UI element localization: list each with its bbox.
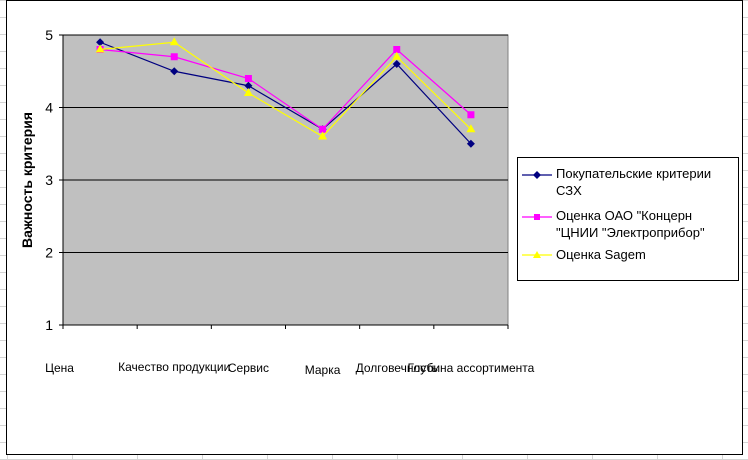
series-line xyxy=(100,41,472,138)
legend-marker-diamond-icon xyxy=(522,171,552,179)
legend-label: Покупательские критерии СЗХ xyxy=(556,166,712,198)
data-point-square[interactable] xyxy=(244,75,252,82)
x-category-label: Сервис xyxy=(228,361,269,375)
data-point-diamond[interactable] xyxy=(466,139,475,148)
y-tick-label: 5 xyxy=(45,27,53,43)
x-category-label: Цена xyxy=(45,361,74,375)
series-3 xyxy=(95,37,476,140)
y-tick-label: 4 xyxy=(45,100,53,116)
x-category-label: Долговечность xyxy=(356,361,438,375)
legend-marker-triangle-icon xyxy=(522,251,552,258)
y-tick-label: 3 xyxy=(45,172,53,188)
data-point-square[interactable] xyxy=(467,111,475,119)
y-tick-label: 2 xyxy=(45,245,53,261)
data-point-diamond[interactable] xyxy=(392,60,401,68)
data-point-diamond[interactable] xyxy=(96,38,105,47)
legend-label: Оценка ОАО "Концерн "ЦНИИ "Электроприбор… xyxy=(556,208,705,240)
data-point-diamond[interactable] xyxy=(244,81,253,90)
data-point-triangle[interactable] xyxy=(318,131,328,140)
legend-label: Оценка Sagem xyxy=(556,247,646,262)
data-point-triangle[interactable] xyxy=(466,124,476,133)
data-point-diamond[interactable] xyxy=(170,67,179,76)
data-point-square[interactable] xyxy=(319,125,327,133)
data-point-triangle[interactable] xyxy=(95,44,105,53)
series-line xyxy=(99,41,472,145)
data-point-triangle[interactable] xyxy=(392,51,402,60)
y-tick-label: 1 xyxy=(45,317,53,333)
x-category-label: Глубина ассортимента xyxy=(407,361,534,375)
series-line xyxy=(100,48,472,131)
legend-marker-square-icon xyxy=(522,214,552,220)
data-point-square[interactable] xyxy=(170,53,178,61)
y-axis-label: Важность критерия xyxy=(19,112,35,248)
chart-legend[interactable]: Покупательские критерии СЗХ Оценка ОАО "… xyxy=(517,157,739,281)
data-point-triangle[interactable] xyxy=(243,88,253,96)
data-point-square[interactable] xyxy=(393,46,401,53)
data-point-triangle[interactable] xyxy=(169,37,179,46)
x-category-label: Качество продукции xyxy=(118,360,230,374)
x-category-label: Марка xyxy=(305,363,341,377)
